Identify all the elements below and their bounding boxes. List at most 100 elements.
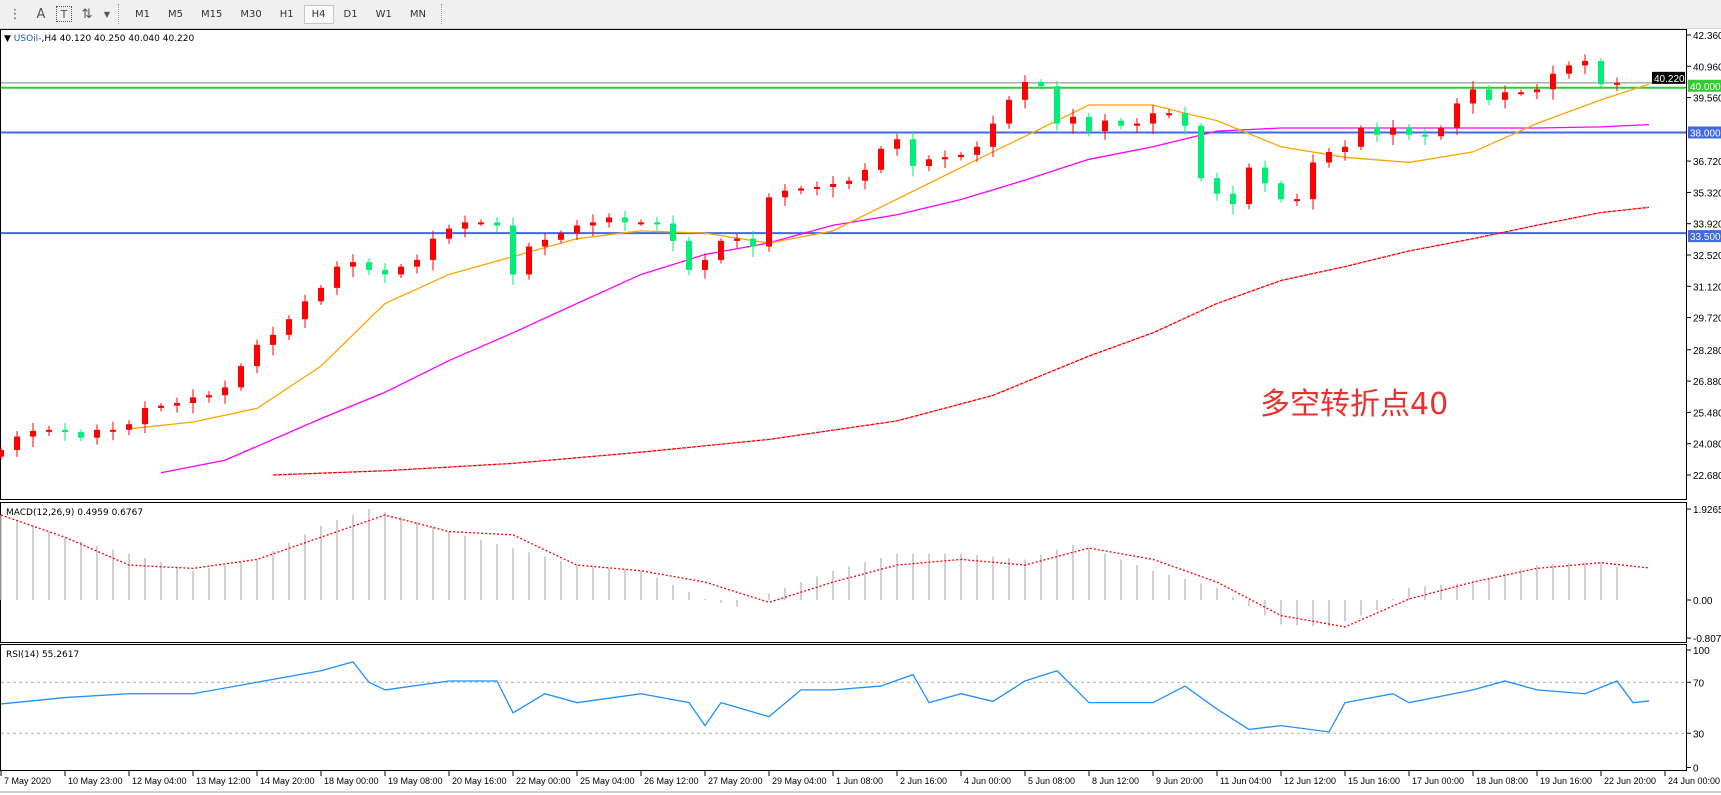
candle-body: [238, 366, 244, 388]
time-label: 10 May 23:00: [68, 776, 123, 786]
rsi-line: [0, 661, 1650, 733]
annotation-text: 多空转折点40: [1260, 387, 1448, 422]
candle-body: [1310, 162, 1316, 200]
candle-body: [1198, 125, 1204, 179]
time-label: 14 May 20:00: [260, 776, 315, 786]
candle-body: [62, 429, 68, 433]
candle-body: [366, 262, 372, 270]
candle-body: [798, 188, 804, 191]
candle-body: [526, 246, 532, 275]
candle-body: [158, 405, 164, 408]
candle-body: [430, 238, 436, 260]
time-label: 13 May 12:00: [196, 776, 251, 786]
timeframe-m15[interactable]: M15: [201, 8, 223, 20]
candle-body: [702, 259, 708, 270]
candle-body: [174, 403, 180, 406]
chevron-down-icon[interactable]: ▼: [103, 9, 111, 19]
timeframe-h1[interactable]: H1: [279, 8, 294, 20]
candle-body: [206, 395, 212, 398]
candle-body: [110, 429, 116, 432]
candle-body: [222, 387, 228, 396]
candle-body: [446, 228, 452, 239]
candle-body: [1278, 183, 1284, 200]
candle-body: [558, 233, 564, 240]
toolbar: ⋮ A T ⇅ ▼ M1 M5 M15 M30 H1 H4 D1 W1 MN: [0, 0, 1721, 29]
candle-body: [1502, 92, 1508, 100]
candle-body: [1086, 116, 1092, 132]
text-icon[interactable]: A: [36, 6, 46, 22]
timeframe-m5[interactable]: M5: [168, 8, 183, 20]
time-label: 20 May 16:00: [452, 776, 507, 786]
candle-body: [94, 429, 100, 438]
time-label: 19 Jun 16:00: [1540, 776, 1592, 786]
candle-body: [1166, 113, 1172, 116]
candle-body: [350, 262, 356, 267]
time-label: 8 Jun 12:00: [1092, 776, 1139, 786]
price-label: 36.720: [1693, 157, 1721, 168]
timeframe-mn[interactable]: MN: [409, 8, 426, 20]
price-label: 32.520: [1693, 251, 1721, 262]
timeframe-h4[interactable]: H4: [303, 4, 334, 24]
candle-body: [670, 223, 676, 241]
candle-body: [846, 180, 852, 184]
time-label: 4 Jun 00:00: [964, 776, 1011, 786]
candle-body: [1518, 92, 1524, 95]
timeframe-d1[interactable]: D1: [343, 8, 358, 20]
candle-body: [1006, 99, 1012, 124]
candle-body: [686, 240, 692, 270]
price-tag-label: 40.000: [1690, 82, 1721, 93]
candle-body: [766, 197, 772, 247]
candle-body: [974, 146, 980, 155]
price-tag-label: 38.000: [1690, 128, 1721, 139]
axes: 42.360 40.960 39.560 36.720 35.320 33.920 32.5…: [0, 31, 1721, 793]
time-label: 7 May 2020: [4, 776, 51, 786]
candle-body: [782, 190, 788, 198]
candle-body: [1326, 151, 1332, 163]
fibonacci-fan-icon[interactable]: ⋮: [8, 6, 22, 22]
timeframe-w1[interactable]: W1: [375, 8, 392, 20]
candle-body: [542, 239, 548, 247]
candle-body: [254, 344, 260, 367]
price-label: 22.680: [1693, 471, 1721, 482]
candle-body: [382, 269, 388, 275]
candle-body: [1022, 81, 1028, 100]
candle-body: [862, 169, 868, 181]
ma-mid-line: [160, 124, 1650, 474]
rsi-panel: [0, 644, 1687, 771]
price-label: 39.560: [1693, 94, 1721, 105]
candle-body: [1390, 128, 1396, 135]
rsi-axis-label: 100: [1693, 646, 1710, 657]
candle-body: [14, 436, 20, 450]
candle-body: [1582, 60, 1588, 66]
arrows-icon[interactable]: ⇅: [81, 6, 93, 22]
candle-body: [1070, 116, 1076, 124]
time-label: 29 May 04:00: [772, 776, 827, 786]
price-tag: [1688, 79, 1721, 92]
timeframe-m1[interactable]: M1: [135, 8, 150, 20]
timeframe-m30[interactable]: M30: [240, 8, 262, 20]
candle-body: [286, 319, 292, 335]
candle-body: [1038, 81, 1044, 87]
text-label-icon[interactable]: T: [56, 6, 72, 22]
candle-body: [1486, 89, 1492, 100]
candle-body: [334, 266, 340, 288]
macd-axis-label: 1.9265: [1693, 505, 1721, 516]
time-label: 18 May 00:00: [324, 776, 379, 786]
candle-body: [1294, 199, 1300, 202]
candle-body: [1614, 82, 1620, 85]
candle-body: [30, 430, 36, 437]
candle-body: [46, 429, 52, 432]
candle-body: [1246, 167, 1252, 205]
candle-body: [1118, 120, 1124, 126]
main-panel: [0, 29, 1687, 500]
rsi-axis-label: 0: [1693, 764, 1699, 775]
price-chart[interactable]: 42.360 40.960 39.560 36.720 35.320 33.920 32.5…: [0, 29, 1721, 795]
rsi-axis-label: 30: [1693, 729, 1705, 740]
time-label: 12 May 04:00: [132, 776, 187, 786]
time-label: 18 Jun 08:00: [1476, 776, 1528, 786]
candle-body: [478, 222, 484, 225]
time-label: 17 Jun 00:00: [1412, 776, 1464, 786]
time-label: 19 May 08:00: [388, 776, 443, 786]
candle-body: [1358, 128, 1364, 147]
